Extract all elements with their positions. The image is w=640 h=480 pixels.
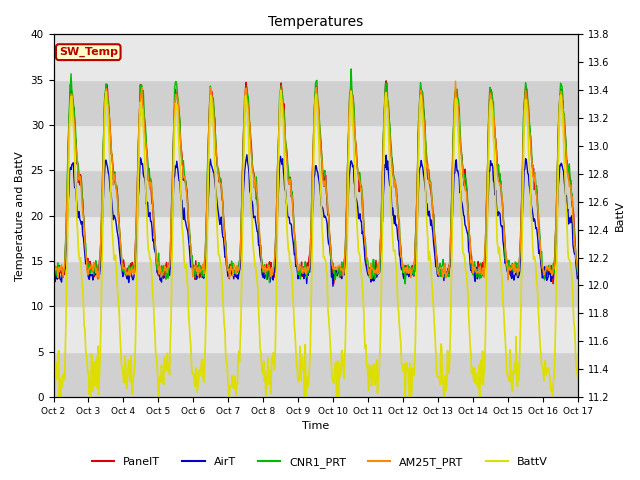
- X-axis label: Time: Time: [302, 421, 330, 432]
- Bar: [54, 352, 578, 397]
- Y-axis label: Temperature and BattV: Temperature and BattV: [15, 151, 25, 281]
- Title: Temperatures: Temperatures: [268, 15, 364, 29]
- Y-axis label: BattV: BattV: [615, 200, 625, 231]
- Bar: [54, 170, 578, 216]
- Bar: [54, 216, 578, 261]
- Legend: PanelT, AirT, CNR1_PRT, AM25T_PRT, BattV: PanelT, AirT, CNR1_PRT, AM25T_PRT, BattV: [88, 452, 552, 472]
- Bar: [54, 80, 578, 125]
- Bar: [54, 261, 578, 306]
- Bar: [54, 35, 578, 80]
- Text: SW_Temp: SW_Temp: [59, 47, 118, 57]
- Bar: [54, 306, 578, 352]
- Bar: [54, 125, 578, 170]
